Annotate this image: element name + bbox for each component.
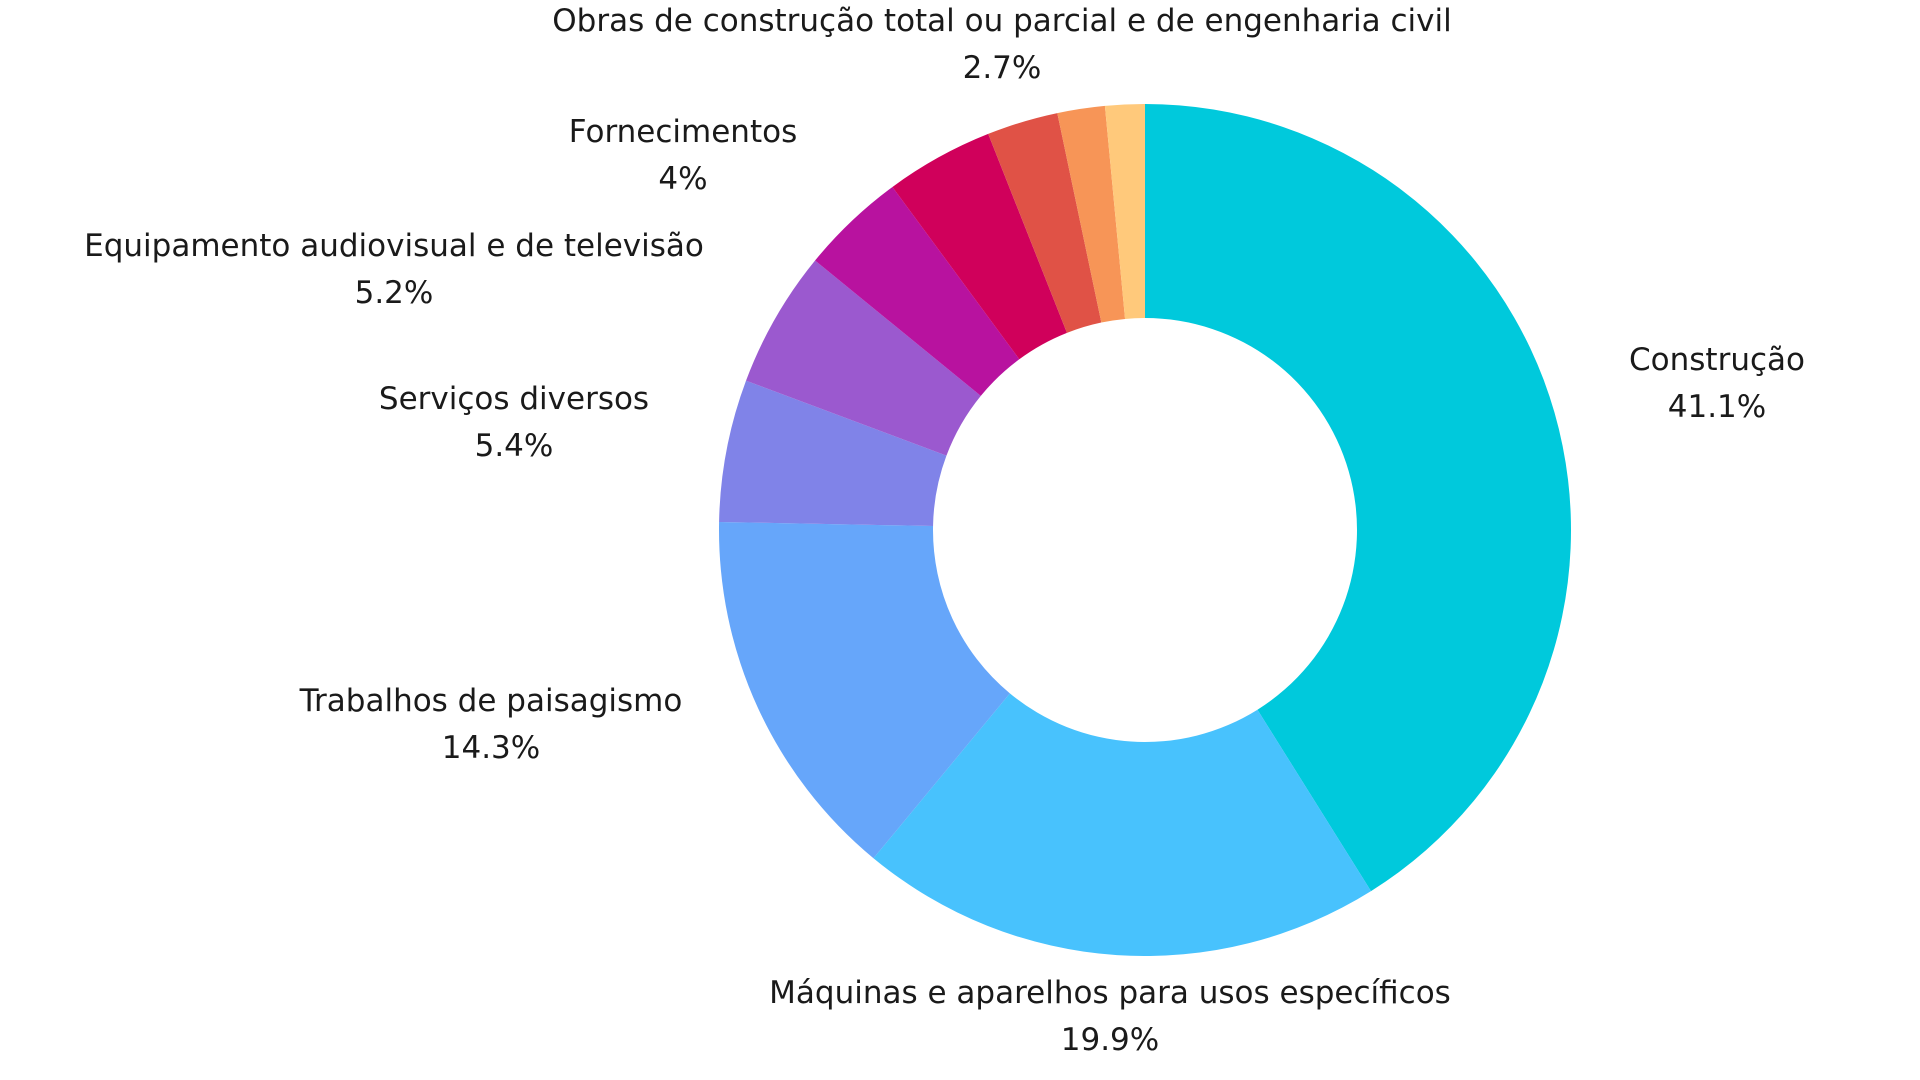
slice-label: Serviços diversos xyxy=(379,381,649,417)
slice-value-label: 5.4% xyxy=(475,428,554,464)
slice-value-label: 14.3% xyxy=(442,730,540,766)
slice-label: Trabalhos de paisagismo xyxy=(299,683,683,719)
slice-label: Equipamento audiovisual e de televisão xyxy=(84,228,704,264)
slice-label: Construção xyxy=(1629,342,1805,378)
slice-value-label: 4% xyxy=(658,161,707,197)
slice-label: Fornecimentos xyxy=(569,114,797,150)
slice-value-label: 5.2% xyxy=(355,275,434,311)
slice-obras-de-constru-o-total-ou-parcial-e-de-engenharia-civil xyxy=(988,113,1102,333)
slice-value-label: 19.9% xyxy=(1061,1022,1159,1058)
slice-fornecimentos xyxy=(815,186,1020,396)
slice-label: Máquinas e aparelhos para usos específic… xyxy=(769,975,1451,1011)
slice-m-quinas-e-aparelhos-para-usos-espec-ficos xyxy=(873,693,1371,956)
slice-constru-o xyxy=(1145,104,1571,892)
slice-unlabeled-8 xyxy=(1057,105,1126,323)
slice-value-label: 2.7% xyxy=(963,50,1042,86)
slice-trabalhos-de-paisagismo xyxy=(719,521,1010,859)
slice-unlabeled-6 xyxy=(892,133,1067,360)
slice-unlabeled-9 xyxy=(1104,104,1145,319)
slice-value-label: 41.1% xyxy=(1668,389,1766,425)
slice-equipamento-audiovisual-e-de-televis-o xyxy=(746,260,981,456)
slice-label: Obras de construção total ou parcial e d… xyxy=(552,3,1451,39)
slice-servi-os-diversos xyxy=(719,380,947,527)
